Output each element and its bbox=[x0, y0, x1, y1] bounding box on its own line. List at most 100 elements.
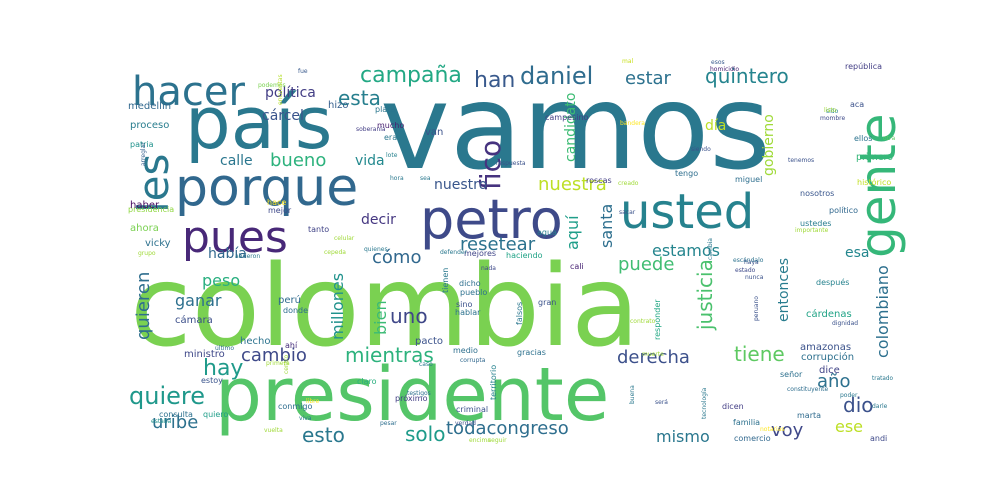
cloud-word: falsos bbox=[515, 302, 524, 325]
cloud-word: caso bbox=[419, 361, 433, 368]
cloud-word: petro bbox=[420, 188, 563, 251]
cloud-word: tienen bbox=[441, 268, 450, 293]
cloud-word: territorio bbox=[489, 365, 498, 400]
cloud-word: año bbox=[817, 371, 850, 392]
cloud-word: viva bbox=[299, 415, 312, 422]
cloud-word: han bbox=[474, 68, 515, 93]
cloud-word: hora bbox=[390, 175, 404, 182]
cloud-word: quintero bbox=[705, 64, 789, 88]
cloud-word: bueno bbox=[270, 150, 326, 171]
cloud-word: primero bbox=[856, 152, 893, 163]
cloud-word: responder bbox=[653, 299, 662, 340]
cloud-word: haciendo bbox=[506, 251, 543, 260]
cloud-word: tengo bbox=[675, 169, 698, 178]
cloud-word: muerte bbox=[642, 351, 664, 358]
cloud-word: comercio bbox=[734, 434, 771, 443]
cloud-word: otra bbox=[883, 135, 895, 142]
cloud-word: estamos bbox=[652, 241, 720, 260]
cloud-word: abrieron bbox=[235, 253, 260, 260]
cloud-word: colombia bbox=[130, 242, 640, 372]
cloud-word: porque bbox=[175, 158, 358, 218]
cloud-word: esta bbox=[338, 86, 381, 110]
cloud-word: nuestro bbox=[434, 177, 487, 193]
cloud-word: campaña bbox=[360, 63, 462, 88]
cloud-word: hizo bbox=[328, 100, 348, 111]
cloud-word: mombre bbox=[820, 115, 846, 122]
cloud-word: ganar bbox=[175, 291, 222, 310]
cloud-word: vida bbox=[355, 153, 385, 169]
cloud-word: plata bbox=[375, 105, 395, 114]
cloud-word: patria bbox=[130, 140, 154, 149]
cloud-word: aca bbox=[850, 100, 864, 109]
cloud-word: cambio bbox=[241, 345, 307, 366]
cloud-word: próximo bbox=[395, 393, 428, 403]
cloud-word: presidencia bbox=[128, 205, 174, 214]
cloud-word: peruano bbox=[753, 296, 760, 321]
cloud-word: tratado bbox=[872, 375, 893, 382]
cloud-word: escándalo bbox=[733, 257, 764, 264]
cloud-word: miguel bbox=[735, 175, 762, 184]
cloud-word: haber bbox=[130, 200, 160, 211]
cloud-word: familia bbox=[733, 418, 760, 427]
cloud-word: mucho bbox=[377, 121, 404, 130]
cloud-word: andi bbox=[870, 434, 887, 443]
cloud-word: entonces bbox=[776, 258, 792, 322]
cloud-word: nunca bbox=[745, 274, 764, 281]
cloud-word: sea bbox=[420, 175, 431, 182]
cloud-word: centro bbox=[283, 355, 290, 374]
cloud-word: gobierno bbox=[761, 114, 777, 176]
cloud-word: ese bbox=[835, 417, 863, 436]
cloud-word: gente bbox=[849, 113, 907, 258]
cloud-word: política bbox=[265, 85, 316, 101]
cloud-word: gracias bbox=[517, 348, 546, 357]
cloud-word: usted bbox=[620, 184, 754, 240]
cloud-word: sido bbox=[826, 108, 839, 115]
cloud-word: república bbox=[845, 62, 882, 71]
cloud-word: corrupta bbox=[460, 357, 486, 364]
cloud-word: quienes bbox=[364, 246, 388, 253]
cloud-word: estoy bbox=[201, 376, 223, 385]
cloud-word: esos bbox=[711, 59, 725, 66]
cloud-word: nosotros bbox=[800, 189, 834, 198]
cloud-word: país bbox=[185, 81, 332, 165]
cloud-word: haya bbox=[744, 259, 759, 266]
cloud-word: fue bbox=[298, 68, 308, 75]
cloud-word: contrato bbox=[630, 318, 656, 325]
cloud-word: nuestra bbox=[538, 174, 607, 195]
cloud-word: santa bbox=[597, 204, 616, 248]
cloud-word: gran bbox=[538, 298, 556, 307]
cloud-word: después bbox=[816, 277, 849, 287]
cloud-word: señor bbox=[780, 370, 803, 379]
cloud-word: notarias bbox=[760, 426, 784, 433]
cloud-word: daniel bbox=[520, 62, 593, 90]
cloud-word: derecha bbox=[617, 347, 690, 368]
cloud-word: será bbox=[655, 399, 668, 406]
cloud-word: dice bbox=[819, 365, 840, 376]
cloud-word: día bbox=[705, 118, 726, 134]
cloud-word: dignidad bbox=[832, 320, 858, 327]
cloud-word: conmigo bbox=[278, 402, 312, 411]
cloud-word: histórico bbox=[857, 177, 891, 187]
cloud-word: cali bbox=[570, 262, 584, 271]
cloud-word: soberanía bbox=[356, 126, 386, 133]
cloud-word: hablar bbox=[455, 308, 481, 317]
cloud-word: voy bbox=[771, 420, 804, 441]
cloud-word: darle bbox=[872, 403, 888, 410]
cloud-word: ustedes bbox=[800, 219, 831, 228]
cloud-word: era bbox=[384, 133, 397, 142]
cloud-word: celular bbox=[334, 235, 355, 242]
cloud-word: estado bbox=[735, 267, 756, 274]
cloud-word: dicen bbox=[722, 402, 744, 411]
cloud-word: listo bbox=[824, 107, 837, 114]
cloud-word: decir bbox=[361, 212, 396, 228]
cloud-word: medio bbox=[453, 346, 478, 355]
cloud-word: dio bbox=[843, 393, 874, 417]
cloud-word: constituyente bbox=[787, 386, 828, 393]
cloud-word: cárcel bbox=[262, 108, 304, 124]
cloud-word: tenemos bbox=[788, 157, 814, 164]
cloud-word: hace bbox=[267, 198, 286, 207]
cloud-word: libre bbox=[306, 398, 319, 405]
cloud-word: respuesta bbox=[496, 160, 526, 167]
cloud-word: proceso bbox=[130, 120, 169, 131]
cloud-word: justicia bbox=[693, 259, 717, 331]
